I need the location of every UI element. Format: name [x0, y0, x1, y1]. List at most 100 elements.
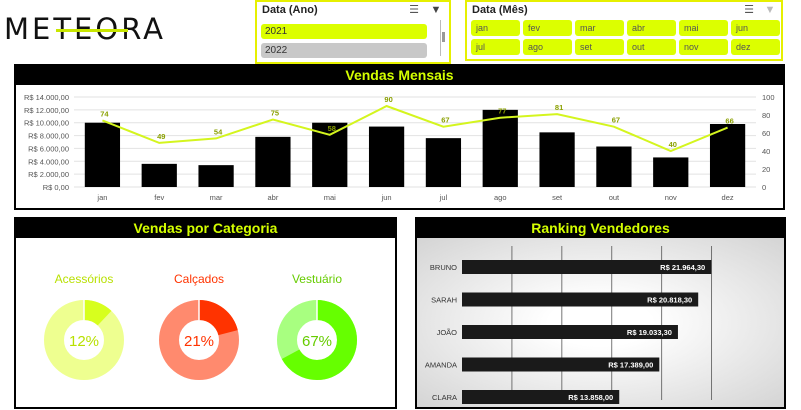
- bar-nov[interactable]: [653, 157, 689, 187]
- y2-tick-label: 80: [762, 111, 770, 120]
- ranking-value-label: R$ 19.033,30: [627, 328, 672, 337]
- line-data-label: 40: [669, 140, 677, 149]
- ranking-value-label: R$ 13.858,00: [568, 393, 613, 402]
- donut-percent-label: 21%: [184, 333, 214, 350]
- donut-chart-2: 67%: [277, 300, 357, 380]
- line-series[interactable]: [102, 104, 728, 153]
- year-item-2022[interactable]: 2022: [261, 43, 427, 58]
- month-slicer: Data (Mês) ☰ ▼ jan fev mar abr mai jun jul ago s…: [465, 0, 783, 61]
- category-sales-title: Vendas por Categoria: [16, 219, 395, 238]
- line-data-label: 81: [555, 103, 563, 112]
- x-tick-label: nov: [665, 193, 677, 202]
- month-item-fev[interactable]: fev: [523, 20, 572, 36]
- bar-jul[interactable]: [425, 138, 462, 187]
- bar-abr[interactable]: [255, 136, 291, 187]
- pie-title-1: Calçados: [173, 272, 225, 286]
- month-item-ago[interactable]: ago: [523, 39, 572, 55]
- y2-tick-label: 60: [762, 129, 770, 138]
- y-tick-label: R$ 0,00: [43, 183, 69, 192]
- monthly-sales-title: Vendas Mensais: [16, 66, 783, 85]
- multi-select-icon[interactable]: ☰: [744, 4, 754, 16]
- ranking-bar[interactable]: [462, 357, 660, 372]
- ranking-name-label: CLARA: [432, 393, 457, 402]
- x-tick-label: ago: [494, 193, 507, 202]
- line-data-label: 49: [157, 132, 165, 141]
- year-slicer: Data (Ano) ☰ ▼ 2021 2022: [255, 0, 451, 64]
- ranking-bar[interactable]: [462, 292, 699, 307]
- ranking-title: Ranking Vendedores: [417, 219, 784, 238]
- ranking-panel: Ranking Vendedores BRUNO R$ 21.964,30 SARA…: [415, 217, 786, 409]
- line-data-label: 58: [328, 124, 336, 133]
- donut-chart-0: 12%: [44, 300, 124, 380]
- bar-fev[interactable]: [141, 163, 177, 187]
- ranking-value-label: R$ 17.389,00: [608, 361, 653, 370]
- month-slicer-title: Data (Mês): [472, 4, 528, 16]
- ranking-name-label: SARAH: [431, 296, 457, 305]
- ranking-name-label: JOÃO: [437, 328, 458, 337]
- bar-ago[interactable]: [482, 109, 518, 187]
- line-data-label: 77: [498, 107, 506, 116]
- x-tick-label: out: [609, 193, 620, 202]
- month-item-out[interactable]: out: [627, 39, 676, 55]
- ranking-chart: BRUNO R$ 21.964,30 SARAH R$ 20.818,30 JOÃO R$…: [425, 246, 713, 404]
- line-data-label: 67: [441, 116, 449, 125]
- bar-mai[interactable]: [312, 122, 348, 187]
- x-tick-label: jan: [96, 193, 107, 202]
- month-item-mai[interactable]: mai: [679, 20, 728, 36]
- month-item-jul[interactable]: jul: [471, 39, 520, 55]
- line-data-label: 75: [271, 109, 279, 118]
- bar-jan[interactable]: [84, 122, 121, 187]
- ranking-bar[interactable]: [462, 390, 620, 404]
- clear-filter-icon[interactable]: ▼: [764, 4, 776, 16]
- month-item-abr[interactable]: abr: [627, 20, 676, 36]
- y-tick-label: R$ 14.000,00: [24, 93, 69, 102]
- y-tick-label: R$ 6.000,00: [28, 144, 69, 153]
- y-tick-label: R$ 10.000,00: [24, 119, 69, 128]
- x-tick-label: abr: [267, 193, 278, 202]
- line-data-label: 54: [214, 127, 223, 136]
- y-tick-label: R$ 4.000,00: [28, 157, 69, 166]
- year-scroll-thumb[interactable]: [442, 32, 445, 42]
- clear-filter-icon[interactable]: ▼: [430, 4, 442, 16]
- month-item-jun[interactable]: jun: [731, 20, 780, 36]
- x-tick-label: set: [552, 193, 563, 202]
- x-tick-label: jun: [381, 193, 392, 202]
- ranking-value-label: R$ 20.818,30: [647, 296, 692, 305]
- month-item-jan[interactable]: jan: [471, 20, 520, 36]
- x-tick-label: dez: [722, 193, 734, 202]
- bar-out[interactable]: [596, 146, 632, 188]
- category-sales-panel: Vendas por Categoria Acessórios 12% Calçad…: [14, 217, 397, 409]
- year-item-2021[interactable]: 2021: [261, 24, 427, 39]
- donut-chart-1: 21%: [159, 300, 239, 380]
- month-item-nov[interactable]: nov: [679, 39, 728, 55]
- x-tick-label: mai: [324, 193, 336, 202]
- month-item-mar[interactable]: mar: [575, 20, 624, 36]
- multi-select-icon[interactable]: ☰: [409, 4, 419, 16]
- monthly-sales-panel: Vendas Mensais R$ 0,00 R$ 2.000,00 R$ 4.00…: [14, 64, 785, 210]
- ranking-bar[interactable]: [462, 325, 678, 339]
- pie-title-2: Vestuário: [291, 272, 343, 286]
- logo-accent-line: [56, 29, 128, 32]
- ranking-value-label: R$ 21.964,30: [660, 263, 705, 272]
- line-data-label: 74: [100, 109, 109, 118]
- x-tick-label: mar: [210, 193, 223, 202]
- bar-jun[interactable]: [368, 126, 405, 187]
- x-tick-label: fev: [154, 193, 164, 202]
- x-tick-label: jul: [439, 193, 448, 202]
- bar-set[interactable]: [539, 132, 575, 187]
- bar-dez[interactable]: [709, 124, 746, 187]
- ranking-bar[interactable]: [462, 260, 712, 274]
- donut-percent-label: 67%: [302, 333, 332, 350]
- monthly-sales-chart: R$ 0,00 R$ 2.000,00 R$ 4.000,00 R$ 6.000,00…: [24, 93, 775, 202]
- y2-tick-label: 40: [762, 147, 770, 156]
- donut-percent-label: 12%: [69, 333, 99, 350]
- line-data-label: 90: [384, 95, 392, 104]
- month-item-set[interactable]: set: [575, 39, 624, 55]
- year-scrollbar[interactable]: [440, 20, 446, 56]
- y-tick-label: R$ 8.000,00: [28, 132, 69, 141]
- ranking-name-label: BRUNO: [430, 263, 457, 272]
- month-item-dez[interactable]: dez: [731, 39, 780, 55]
- y2-tick-label: 20: [762, 165, 770, 174]
- ranking-name-label: AMANDA: [425, 361, 457, 370]
- bar-mar[interactable]: [198, 165, 234, 187]
